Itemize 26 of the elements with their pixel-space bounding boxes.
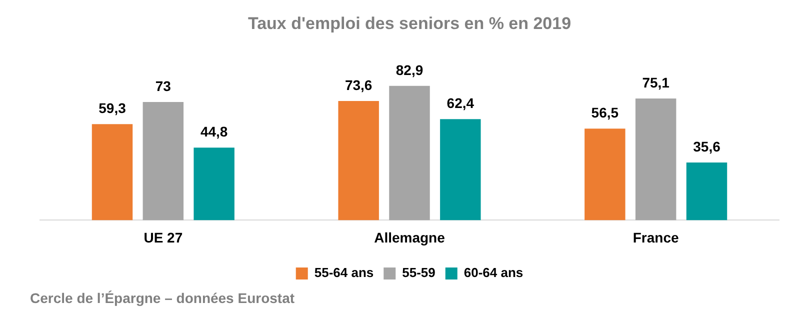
bar (194, 148, 234, 220)
data-label: 59,3 (98, 100, 126, 116)
bar (635, 98, 676, 220)
chart-title: Taux d'emploi des seniors en % en 2019 (248, 14, 572, 33)
data-label: 75,1 (642, 74, 670, 90)
data-label: 73,6 (344, 76, 372, 93)
legend-label: 55-59 (402, 265, 436, 280)
bar (338, 100, 379, 220)
bar (584, 128, 626, 220)
bar (440, 119, 481, 220)
data-label: 35,6 (693, 138, 721, 154)
data-label: 56,5 (591, 104, 619, 121)
bar (686, 162, 728, 220)
text: Cercle de l’Épargne – données Eurostat (30, 290, 295, 306)
data-label: 82,9 (396, 62, 424, 78)
bar (92, 124, 133, 220)
bar (142, 102, 184, 220)
data-label: 44,8 (200, 123, 228, 140)
data-label: 73 (155, 78, 172, 94)
legend-label: 60-64 ans (464, 265, 524, 280)
data-label: 62,4 (446, 94, 474, 111)
x-tick-label: UE 27 (144, 229, 183, 246)
x-tick-label: Allemagne (374, 229, 446, 246)
legend-label: 55-64 ans (314, 265, 374, 280)
bar (389, 86, 430, 220)
x-tick-label: France (632, 229, 679, 246)
